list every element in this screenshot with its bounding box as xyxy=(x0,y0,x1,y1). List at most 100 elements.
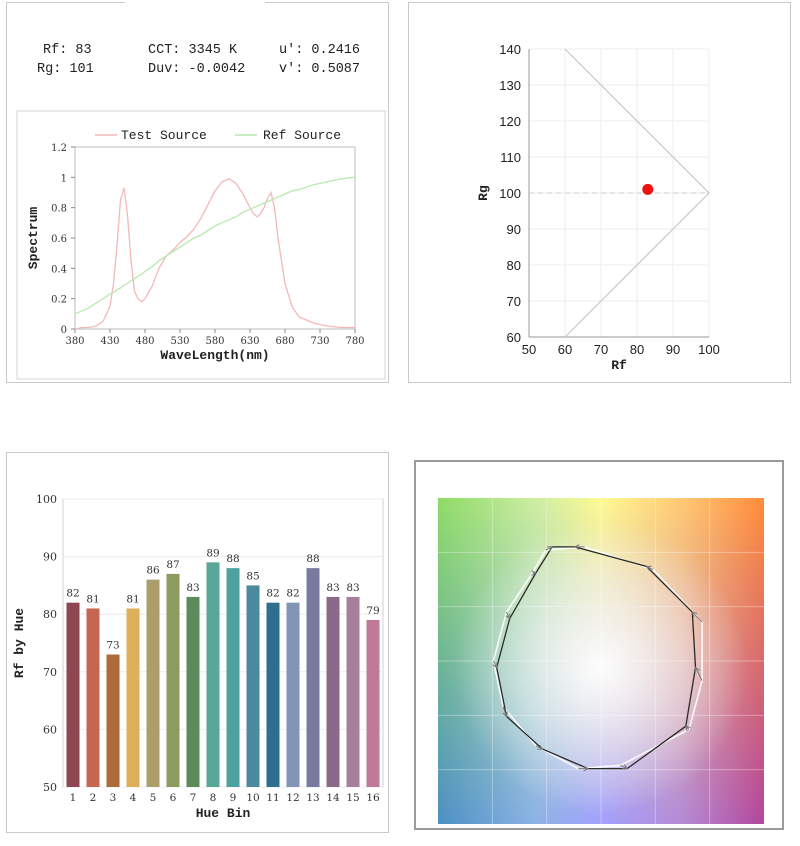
bar xyxy=(146,579,160,787)
bar xyxy=(66,602,80,787)
rg-metric: Rg: 101 xyxy=(37,62,94,77)
y-tick-label: 0 xyxy=(61,325,67,336)
x-tick-label: 780 xyxy=(345,336,364,347)
bar xyxy=(186,596,200,787)
data-label: 81 xyxy=(86,593,99,605)
bar xyxy=(206,562,220,787)
x-tick-label: 4 xyxy=(130,792,137,804)
data-label: 82 xyxy=(286,588,299,600)
x-tick-label: 5 xyxy=(150,792,157,804)
spectrum-panel: Rf: 83 Rg: 101 CCT: 3345 K Duv: -0.0042 … xyxy=(6,2,389,383)
y-tick-label: 80 xyxy=(507,258,521,273)
y-tick-label: 60 xyxy=(43,723,57,736)
bar xyxy=(226,568,240,787)
x-tick-label: 430 xyxy=(100,336,119,347)
arrow-head xyxy=(547,546,554,552)
y-tick-label: 130 xyxy=(499,78,521,93)
rf-metric: Rf: 83 xyxy=(43,43,92,58)
data-label: 83 xyxy=(326,582,339,594)
x-tick-label: 2 xyxy=(90,792,97,804)
bar xyxy=(286,602,300,787)
y-tick-label: 110 xyxy=(500,150,521,165)
panel-gap xyxy=(125,2,265,5)
x-axis-label: Hue Bin xyxy=(196,806,251,821)
shift-arrow xyxy=(506,611,511,619)
arrow-head xyxy=(492,662,498,669)
duv-metric: Duv: -0.0042 xyxy=(148,62,246,77)
y-axis-label: Spectrum xyxy=(26,207,41,270)
shift-arrow xyxy=(646,566,654,571)
arrow-head xyxy=(573,544,580,550)
y-tick-label: 0.4 xyxy=(51,264,67,275)
data-label: 83 xyxy=(186,582,199,594)
x-tick-label: 480 xyxy=(135,336,154,347)
test-polygon xyxy=(496,546,697,770)
spectrum-chart: 0 0.2 0.4 0.6 0.8 1 1.2 380 430 480 530 580 630 680 73… xyxy=(16,110,386,380)
y-tick-label: 80 xyxy=(43,608,57,621)
x-tick-label: 7 xyxy=(190,792,197,804)
y-tick-label: 70 xyxy=(507,294,521,309)
bar xyxy=(326,596,340,787)
bar xyxy=(86,608,100,787)
cct-metric: CCT: 3345 K xyxy=(148,43,238,58)
arrow-head xyxy=(685,725,691,732)
u-prime-metric: u': 0.2416 xyxy=(279,43,361,58)
y-tick-label: 0.2 xyxy=(51,295,67,306)
y-tick-label: 90 xyxy=(43,551,57,564)
y-tick-label: 100 xyxy=(499,186,521,201)
y-tick-label: 90 xyxy=(507,222,521,237)
shift-arrow xyxy=(545,546,553,551)
y-axis-label: Rg xyxy=(476,185,491,201)
series-line-1 xyxy=(74,178,355,330)
x-axis-label: Rf xyxy=(611,358,627,373)
x-tick-label: 12 xyxy=(286,792,299,804)
x-tick-label: 15 xyxy=(346,792,359,804)
x-tick-label: 530 xyxy=(170,336,189,347)
boundary-line xyxy=(564,48,710,338)
data-label: 82 xyxy=(266,588,279,600)
shift-arrow xyxy=(492,660,498,668)
legend-label: Test Source xyxy=(121,128,207,143)
x-tick-label: 13 xyxy=(306,792,319,804)
data-label: 73 xyxy=(106,640,119,652)
rf-by-hue-panel: 50 60 70 80 90 100 82 1 81 2 73 3 81 4 86 5 87 6 83 7 89 8 88 9… xyxy=(6,452,389,833)
y-tick-label: 50 xyxy=(43,781,57,794)
shift-arrow xyxy=(620,764,628,770)
x-tick-label: 80 xyxy=(630,342,644,357)
x-tick-label: 14 xyxy=(326,792,340,804)
arrow-head xyxy=(691,611,698,618)
bar xyxy=(266,602,280,787)
shift-arrow xyxy=(691,611,703,623)
bar xyxy=(366,619,380,787)
reference-polygon xyxy=(492,546,703,770)
legend-label: Ref Source xyxy=(263,128,341,143)
data-label: 87 xyxy=(166,559,179,571)
x-tick-label: 70 xyxy=(594,342,608,357)
shift-arrow xyxy=(535,745,543,750)
bar xyxy=(246,585,260,787)
x-tick-label: 60 xyxy=(558,342,572,357)
arrow-head xyxy=(537,744,544,750)
bar xyxy=(106,654,120,787)
data-label: 89 xyxy=(206,547,219,559)
y-tick-label: 0.6 xyxy=(51,234,67,245)
color-vector-graphic xyxy=(438,498,764,824)
y-tick-label: 60 xyxy=(507,330,521,345)
y-tick-label: 120 xyxy=(499,114,521,129)
arrow-head xyxy=(583,765,590,772)
shift-arrow xyxy=(695,667,703,681)
x-tick-label: 9 xyxy=(230,792,237,804)
bar xyxy=(306,568,320,787)
data-label: 88 xyxy=(306,553,319,565)
x-axis-label: WaveLength(nm) xyxy=(160,348,269,363)
x-tick-label: 6 xyxy=(170,792,177,804)
x-tick-label: 580 xyxy=(205,336,224,347)
data-point xyxy=(642,183,654,195)
y-tick-label: 1 xyxy=(61,173,67,184)
x-tick-label: 50 xyxy=(522,342,536,357)
arrow-head xyxy=(694,666,700,673)
y-tick-label: 100 xyxy=(36,493,57,506)
x-tick-label: 8 xyxy=(210,792,217,804)
data-label: 88 xyxy=(226,553,239,565)
